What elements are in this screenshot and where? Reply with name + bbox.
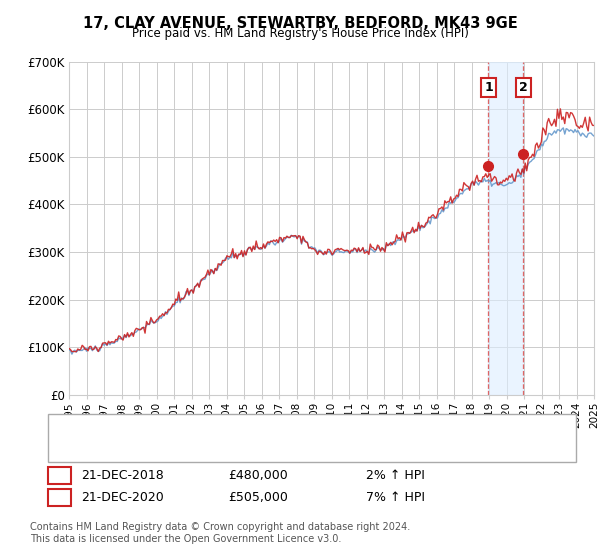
Text: 2: 2 xyxy=(519,81,528,94)
Text: 21-DEC-2020: 21-DEC-2020 xyxy=(81,491,164,505)
Text: Contains HM Land Registry data © Crown copyright and database right 2024.
This d: Contains HM Land Registry data © Crown c… xyxy=(30,522,410,544)
Text: £505,000: £505,000 xyxy=(228,491,288,505)
Text: 17, CLAY AVENUE, STEWARTBY, BEDFORD, MK43 9GE: 17, CLAY AVENUE, STEWARTBY, BEDFORD, MK4… xyxy=(83,16,517,31)
Bar xyxy=(488,62,523,395)
Text: 2% ↑ HPI: 2% ↑ HPI xyxy=(366,469,425,482)
Text: HPI: Average price, detached house, Bedford: HPI: Average price, detached house, Bedf… xyxy=(93,442,327,452)
Text: 17, CLAY AVENUE, STEWARTBY, BEDFORD, MK43 9GE (detached house): 17, CLAY AVENUE, STEWARTBY, BEDFORD, MK4… xyxy=(93,425,464,435)
Text: 7% ↑ HPI: 7% ↑ HPI xyxy=(366,491,425,505)
Text: 1: 1 xyxy=(55,469,64,482)
Text: 1: 1 xyxy=(484,81,493,94)
Text: Price paid vs. HM Land Registry's House Price Index (HPI): Price paid vs. HM Land Registry's House … xyxy=(131,27,469,40)
Text: £480,000: £480,000 xyxy=(228,469,288,482)
Text: 21-DEC-2018: 21-DEC-2018 xyxy=(81,469,164,482)
Text: 2: 2 xyxy=(55,491,64,505)
